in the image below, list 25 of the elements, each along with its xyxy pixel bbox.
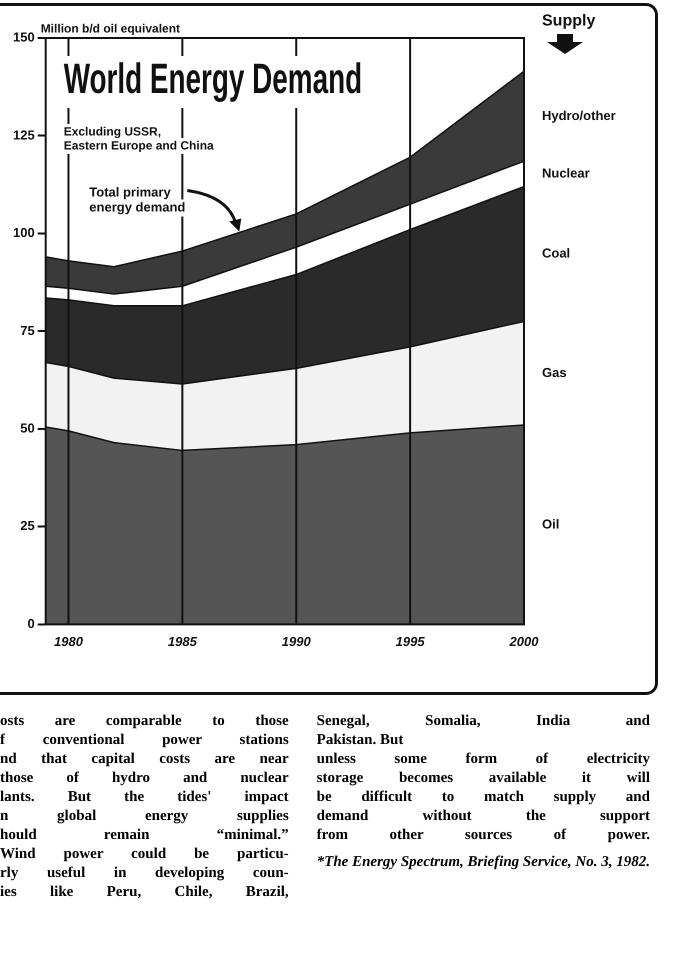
series-label: Coal — [542, 246, 570, 261]
series-label: Hydro/other — [542, 108, 616, 123]
series-label: Gas — [542, 364, 567, 380]
y-tick-label: 75 — [20, 322, 35, 338]
x-tick-label: 1990 — [282, 634, 312, 649]
y-tick-label: 50 — [20, 420, 35, 436]
text: *The Energy Spectrum, Briefing Service, No. 3, 1982. — [316, 853, 650, 872]
x-tick-label: 1985 — [168, 634, 198, 649]
chart-title: World Energy Demand — [64, 54, 362, 102]
legend-title: Supply — [542, 12, 596, 30]
y-tick-label: 125 — [12, 127, 35, 142]
y-tick-label: 150 — [12, 30, 35, 45]
y-tick-label: 100 — [12, 225, 35, 240]
x-tick-label: 2000 — [508, 634, 540, 649]
x-tick-label: 1980 — [54, 634, 84, 649]
y-axis-title: Million b/d oil equivalent — [40, 21, 180, 36]
series-label: Oil — [542, 516, 560, 532]
y-tick-label: 25 — [20, 518, 35, 534]
x-tick-label: 1995 — [396, 634, 426, 649]
y-tick-label: 0 — [27, 616, 35, 631]
text: Senegal, Somalia, India and Pakistan. But unless some form of electricity storage becomes available it will be difficult to match supply and demand without the support from other sources of power. — [316, 712, 650, 845]
annotation: Total primary energy demand — [89, 184, 186, 215]
series-label: Nuclear — [542, 165, 590, 180]
text: Excluding USSR, Eastern Europe and China — [64, 124, 214, 152]
text: osts are comparable to those f conventional power stations nd that capital costs are near those of hydro and nuclear lants. But the tides' impact n global energy supplies hould remain “minimal.” Wind power could be particu- rly useful in developing coun- ies like Peru, Chile, Brazil, — [0, 713, 289, 900]
